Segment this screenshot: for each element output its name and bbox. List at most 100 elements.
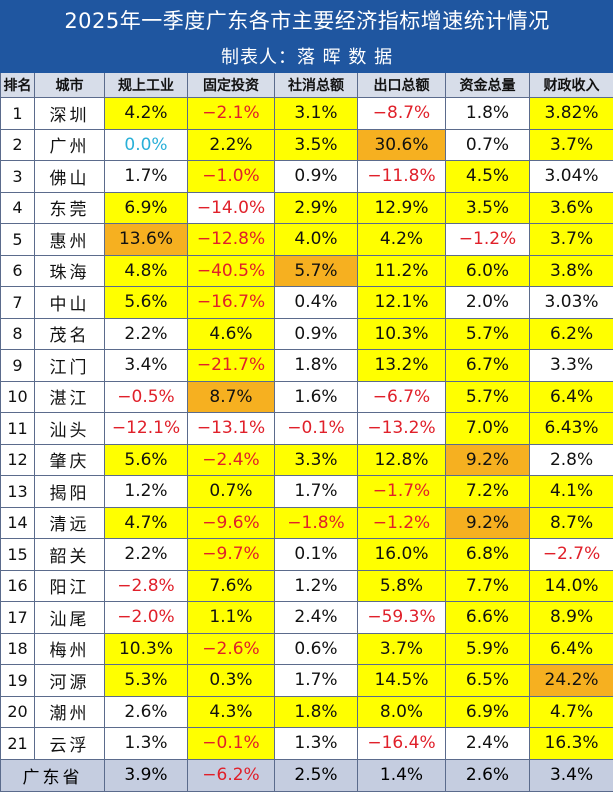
value-cell: 5.7% — [446, 318, 530, 350]
city-cell: 深圳 — [35, 98, 105, 130]
value-cell: 6.8% — [446, 539, 530, 571]
value-cell: 3.5% — [446, 192, 530, 224]
value-cell: 5.8% — [358, 570, 446, 602]
rank-cell: 2 — [1, 129, 35, 161]
value-cell: 0.0% — [105, 129, 188, 161]
column-header: 财政收入 — [530, 73, 613, 98]
column-header: 排名 — [1, 73, 35, 98]
value-cell: 3.7% — [530, 224, 613, 256]
rank-cell: 4 — [1, 192, 35, 224]
rank-cell: 15 — [1, 539, 35, 571]
value-cell: 1.7% — [275, 476, 358, 508]
value-cell: −13.1% — [188, 413, 275, 445]
value-cell: 1.2% — [275, 570, 358, 602]
rank-cell: 20 — [1, 696, 35, 728]
value-cell: 3.3% — [530, 350, 613, 382]
value-cell: 1.8% — [446, 98, 530, 130]
value-cell: 4.0% — [275, 224, 358, 256]
value-cell: 6.0% — [446, 255, 530, 287]
value-cell: 3.1% — [275, 98, 358, 130]
city-cell: 东莞 — [35, 192, 105, 224]
rank-cell: 19 — [1, 665, 35, 697]
province-value-cell: 3.4% — [530, 759, 613, 791]
city-cell: 清远 — [35, 507, 105, 539]
value-cell: 6.5% — [446, 665, 530, 697]
value-cell: 2.8% — [530, 444, 613, 476]
value-cell: 5.7% — [446, 381, 530, 413]
value-cell: 7.0% — [446, 413, 530, 445]
value-cell: 16.0% — [358, 539, 446, 571]
value-cell: 3.04% — [530, 161, 613, 193]
value-cell: 14.0% — [530, 570, 613, 602]
rank-cell: 8 — [1, 318, 35, 350]
value-cell: 2.2% — [105, 539, 188, 571]
value-cell: −40.5% — [188, 255, 275, 287]
value-cell: 4.2% — [358, 224, 446, 256]
value-cell: 8.7% — [530, 507, 613, 539]
value-cell: 1.2% — [105, 476, 188, 508]
value-cell: 13.2% — [358, 350, 446, 382]
value-cell: 11.2% — [358, 255, 446, 287]
rank-cell: 11 — [1, 413, 35, 445]
value-cell: −0.5% — [105, 381, 188, 413]
value-cell: 6.6% — [446, 602, 530, 634]
value-cell: −13.2% — [358, 413, 446, 445]
city-cell: 云浮 — [35, 728, 105, 760]
city-cell: 河源 — [35, 665, 105, 697]
value-cell: 2.9% — [275, 192, 358, 224]
value-cell: −1.2% — [446, 224, 530, 256]
column-header: 社消总额 — [275, 73, 358, 98]
rank-cell: 10 — [1, 381, 35, 413]
value-cell: 0.3% — [188, 665, 275, 697]
city-cell: 揭阳 — [35, 476, 105, 508]
value-cell: 0.1% — [275, 539, 358, 571]
column-header: 规上工业 — [105, 73, 188, 98]
rank-cell: 18 — [1, 633, 35, 665]
value-cell: 6.4% — [530, 381, 613, 413]
value-cell: 6.9% — [446, 696, 530, 728]
value-cell: 9.2% — [446, 444, 530, 476]
value-cell: 4.3% — [188, 696, 275, 728]
value-cell: −1.0% — [188, 161, 275, 193]
value-cell: −16.7% — [188, 287, 275, 319]
value-cell: 3.82% — [530, 98, 613, 130]
value-cell: 0.9% — [275, 161, 358, 193]
city-cell: 肇庆 — [35, 444, 105, 476]
value-cell: 1.8% — [275, 350, 358, 382]
value-cell: −2.8% — [105, 570, 188, 602]
value-cell: 2.2% — [188, 129, 275, 161]
value-cell: 12.8% — [358, 444, 446, 476]
value-cell: 1.7% — [275, 665, 358, 697]
column-header: 城市 — [35, 73, 105, 98]
value-cell: −16.4% — [358, 728, 446, 760]
value-cell: −21.7% — [188, 350, 275, 382]
value-cell: 1.6% — [275, 381, 358, 413]
value-cell: 5.9% — [446, 633, 530, 665]
value-cell: 3.4% — [105, 350, 188, 382]
value-cell: −2.4% — [188, 444, 275, 476]
value-cell: −11.8% — [358, 161, 446, 193]
value-cell: 0.4% — [275, 287, 358, 319]
value-cell: −12.8% — [188, 224, 275, 256]
value-cell: −14.0% — [188, 192, 275, 224]
rank-cell: 7 — [1, 287, 35, 319]
value-cell: −1.7% — [358, 476, 446, 508]
value-cell: 12.9% — [358, 192, 446, 224]
value-cell: 5.7% — [275, 255, 358, 287]
